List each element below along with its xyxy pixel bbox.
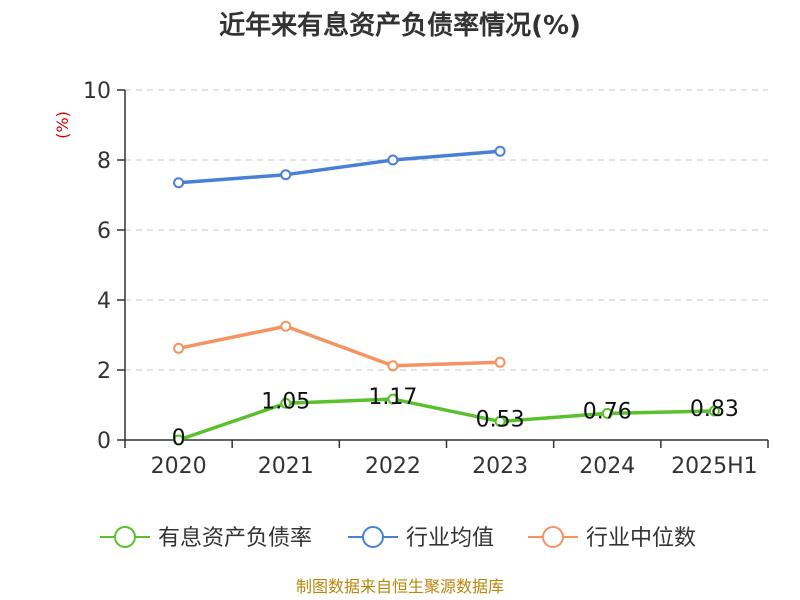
source-note: 制图数据来自恒生聚源数据库 bbox=[296, 577, 504, 596]
y-tick-label: 4 bbox=[97, 289, 111, 314]
legend-marker bbox=[362, 526, 384, 548]
data-label: 0.53 bbox=[476, 407, 525, 432]
y-tick-label: 8 bbox=[97, 149, 111, 174]
y-tick-labels: 0 2 4 6 8 10 bbox=[83, 79, 111, 454]
legend-label: 行业均值 bbox=[406, 526, 494, 551]
x-tick-label: 2023 bbox=[472, 454, 528, 479]
data-point bbox=[280, 169, 292, 181]
legend-label: 行业中位数 bbox=[586, 526, 696, 551]
y-tick-label: 0 bbox=[97, 429, 111, 454]
series-line-1 bbox=[178, 149, 501, 185]
series-line-2 bbox=[178, 324, 501, 368]
axes bbox=[117, 89, 769, 448]
data-labels: 0 1.05 1.17 0.53 0.76 0.83 bbox=[172, 385, 739, 451]
legend-item-2[interactable]: 行业中位数 bbox=[528, 526, 696, 551]
data-point bbox=[387, 154, 399, 166]
data-point bbox=[708, 405, 720, 417]
legend-label: 有息资产负债率 bbox=[158, 526, 312, 551]
x-tick-label: 2024 bbox=[579, 454, 635, 479]
chart-title: 近年来有息资产负债率情况(%) bbox=[219, 10, 581, 41]
legend-marker bbox=[542, 526, 564, 548]
data-label: 1.05 bbox=[261, 389, 310, 414]
x-tick-label: 2025H1 bbox=[671, 454, 758, 479]
data-label: 0.76 bbox=[583, 399, 632, 424]
y-tick-label: 6 bbox=[97, 219, 111, 244]
x-tick-labels: 2020 2021 2022 2023 2024 2025H1 bbox=[151, 454, 758, 479]
y-tick-label: 10 bbox=[83, 79, 111, 104]
legend-marker bbox=[114, 526, 136, 548]
series-line-0 bbox=[178, 397, 715, 442]
y-axis-unit-label: (%) bbox=[53, 111, 72, 139]
data-label: 1.17 bbox=[368, 385, 417, 410]
legend: 有息资产负债率 行业均值 行业中位数 bbox=[100, 526, 696, 551]
grid-lines bbox=[125, 89, 768, 371]
data-point bbox=[280, 320, 292, 332]
legend-item-1[interactable]: 行业均值 bbox=[348, 526, 494, 551]
data-point bbox=[387, 393, 399, 405]
series-group bbox=[173, 145, 720, 446]
x-tick-label: 2022 bbox=[365, 454, 421, 479]
x-tick-label: 2020 bbox=[151, 454, 207, 479]
x-tick-label: 2021 bbox=[258, 454, 314, 479]
y-tick-label: 2 bbox=[97, 359, 111, 384]
legend-item-0[interactable]: 有息资产负债率 bbox=[100, 526, 312, 551]
data-point bbox=[387, 360, 399, 372]
data-label: 0 bbox=[172, 426, 186, 451]
data-label: 0.83 bbox=[690, 397, 739, 422]
data-point bbox=[494, 415, 506, 427]
data-point bbox=[173, 342, 185, 354]
data-point bbox=[494, 356, 506, 368]
data-point bbox=[173, 177, 185, 189]
data-point bbox=[494, 145, 506, 157]
data-point bbox=[601, 407, 613, 419]
data-point bbox=[173, 434, 185, 446]
data-point bbox=[280, 397, 292, 409]
